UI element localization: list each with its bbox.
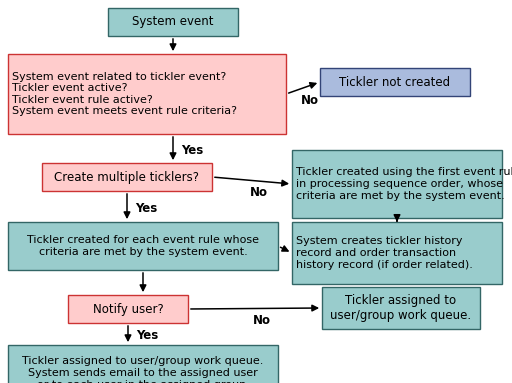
- Text: Tickler created using the first event rule,
in processing sequence order, whose
: Tickler created using the first event ru…: [296, 167, 512, 201]
- FancyBboxPatch shape: [8, 345, 278, 383]
- Text: System event: System event: [132, 15, 214, 28]
- FancyBboxPatch shape: [8, 222, 278, 270]
- Text: Create multiple ticklers?: Create multiple ticklers?: [54, 170, 200, 183]
- FancyBboxPatch shape: [108, 8, 238, 36]
- Text: Yes: Yes: [135, 201, 157, 214]
- Text: Tickler created for each event rule whose
criteria are met by the system event.: Tickler created for each event rule whos…: [27, 235, 259, 257]
- Text: Yes: Yes: [181, 144, 203, 157]
- FancyBboxPatch shape: [68, 295, 188, 323]
- Text: No: No: [301, 94, 319, 107]
- FancyBboxPatch shape: [322, 287, 480, 329]
- Text: No: No: [253, 314, 271, 327]
- Text: Yes: Yes: [136, 329, 158, 342]
- Text: Tickler not created: Tickler not created: [339, 75, 451, 88]
- Text: Notify user?: Notify user?: [93, 303, 163, 316]
- FancyBboxPatch shape: [42, 163, 212, 191]
- Text: Tickler assigned to
user/group work queue.: Tickler assigned to user/group work queu…: [330, 294, 472, 322]
- Text: System creates tickler history
record and order transaction
history record (if o: System creates tickler history record an…: [296, 236, 473, 270]
- Text: No: No: [250, 187, 268, 200]
- FancyBboxPatch shape: [8, 54, 286, 134]
- FancyBboxPatch shape: [320, 68, 470, 96]
- FancyBboxPatch shape: [292, 150, 502, 218]
- Text: Tickler assigned to user/group work queue.
System sends email to the assigned us: Tickler assigned to user/group work queu…: [23, 357, 264, 383]
- FancyBboxPatch shape: [292, 222, 502, 284]
- Text: System event related to tickler event?
Tickler event active?
Tickler event rule : System event related to tickler event? T…: [12, 72, 237, 116]
